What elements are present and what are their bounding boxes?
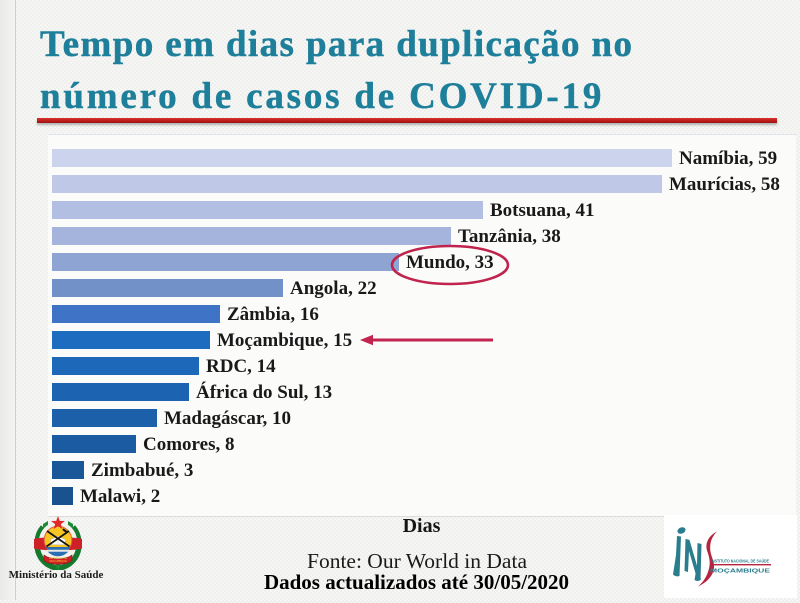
svg-text:REPÚBLICA DE: REPÚBLICA DE xyxy=(49,557,68,560)
svg-text:MOÇAMBIQUE: MOÇAMBIQUE xyxy=(49,560,67,563)
svg-text:INSTITUTO NACIONAL DE SAÚDE: INSTITUTO NACIONAL DE SAÚDE xyxy=(711,558,769,564)
svg-text:MOÇAMBIQUE: MOÇAMBIQUE xyxy=(710,569,770,575)
